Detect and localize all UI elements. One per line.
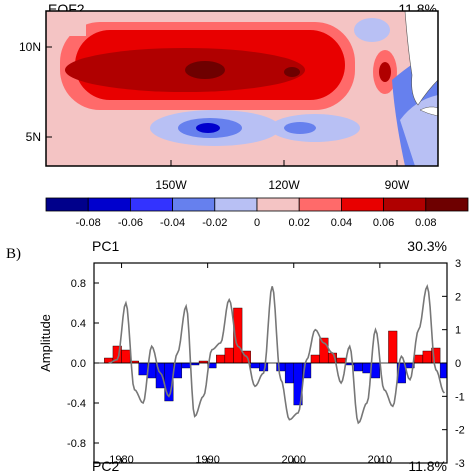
y-tick-right-label: 0: [455, 358, 461, 370]
y-tick-right-label: 3: [455, 258, 461, 270]
colorbar-label: 0.02: [288, 217, 309, 229]
pc1-variance: 30.3%: [407, 238, 447, 254]
colorbar-label: -0.06: [118, 217, 143, 229]
panel-label: B): [6, 246, 21, 262]
pc1-bar: [138, 362, 148, 376]
pc1-bar: [276, 362, 286, 372]
pc1-bar: [371, 362, 381, 379]
pc1-bar: [121, 349, 131, 364]
y-tick-right-label: 2: [455, 291, 461, 303]
x-tick-label: 1980: [109, 454, 133, 466]
colorbar-label: -0.02: [202, 217, 227, 229]
pc2-header: PC2 11.8%: [92, 458, 447, 474]
pc1-bar: [422, 350, 432, 364]
colorbar-box: [383, 197, 427, 212]
eof2-xtick-label: 90W: [385, 178, 410, 192]
y-tick-label: 0.8: [71, 278, 86, 290]
x-tick-label: 2000: [282, 454, 306, 466]
eof2-y-axis: 10N 5N: [19, 40, 52, 144]
pc1-bar: [414, 354, 424, 364]
pc1-bar: [353, 362, 363, 372]
pc1-bar: [284, 362, 294, 384]
pc1-bar: [388, 330, 398, 364]
eof2-x-axis: 150W 120W 90W: [155, 160, 410, 192]
y-tick-right-label: -3: [455, 458, 465, 470]
colorbar-box: [425, 197, 469, 212]
pc1-bar: [362, 362, 372, 374]
pc1-bar: [310, 354, 320, 364]
colorbar-labels: -0.08 -0.06 -0.04 -0.02 0 0.02 0.04 0.06 0.08: [76, 217, 437, 229]
x-tick-label: 1990: [195, 454, 219, 466]
colorbar-box: [256, 197, 300, 212]
y-tick-label: -0.4: [67, 398, 86, 410]
pc1-y-axis-right: 3 2 1 0 -1 -2 -3: [442, 258, 465, 470]
eof2-map-panel: EOF2 11.8%: [19, 1, 439, 192]
pc1-bar: [181, 362, 191, 369]
pc1-bar: [319, 337, 329, 364]
colorbar-label: 0.06: [373, 217, 394, 229]
colorbar-label: 0.04: [331, 217, 352, 229]
y-tick-right-label: -1: [455, 391, 465, 403]
pc1-title: PC1: [92, 238, 119, 254]
y-tick-label: 0.4: [71, 318, 86, 330]
colorbar-box: [45, 197, 89, 212]
pc1-y-axis-left: 0.8 0.4 0.0 -0.4 -0.8: [67, 278, 99, 450]
colorbar-box: [214, 197, 258, 212]
pc1-bar: [216, 354, 226, 364]
y-tick-label: -0.8: [67, 438, 86, 450]
colorbar-label: 0: [254, 217, 260, 229]
y-tick-right-label: -2: [455, 425, 465, 437]
colorbar-label: 0.08: [415, 217, 436, 229]
pc1-bar: [224, 347, 234, 364]
eof2-ytick-label: 5N: [26, 130, 41, 144]
colorbar-box: [129, 197, 173, 212]
colorbar-label: -0.04: [160, 217, 185, 229]
pc1-x-axis: 1980 1990 2000 2010: [109, 263, 392, 466]
pc1-bar: [336, 357, 346, 364]
pc1-smoothed-line: [108, 283, 446, 425]
colorbar-boxes: [45, 197, 469, 212]
eof2-ytick-label: 10N: [19, 40, 41, 54]
pc2-title: PC2: [92, 458, 119, 474]
y-tick-label: 0.0: [71, 358, 86, 370]
eof2-xtick-label: 150W: [155, 178, 187, 192]
x-tick-label: 2010: [368, 454, 392, 466]
pc1-y-axis-title: Amplitude: [38, 314, 53, 372]
colorbar-label: -0.08: [76, 217, 101, 229]
pc1-panel: B) PC1 30.3% 0.8 0.4 0.0 -0.4 -0.8 3 2 1 0 -1 -2 -…: [6, 238, 465, 470]
colorbar-box: [87, 197, 131, 212]
colorbar-box: [298, 197, 342, 212]
y-tick-right-label: 1: [455, 325, 461, 337]
pc2-variance: 11.8%: [408, 458, 447, 474]
colorbar-box: [340, 197, 384, 212]
pc1-bar: [250, 362, 260, 369]
colorbar: -0.08 -0.06 -0.04 -0.02 0 0.02 0.04 0.06 0.08: [45, 197, 469, 229]
eof2-contour-field: [46, 11, 438, 166]
colorbar-box: [172, 197, 216, 212]
eof2-xtick-label: 120W: [268, 178, 300, 192]
